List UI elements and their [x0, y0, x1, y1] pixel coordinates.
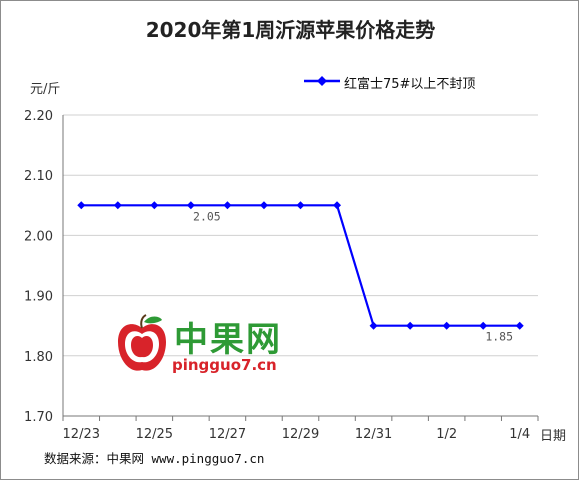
data-point: [223, 201, 232, 210]
x-tick-label: 12/27: [209, 427, 246, 442]
data-point: [369, 321, 378, 330]
data-point: [150, 201, 159, 210]
data-label: 2.05: [193, 209, 221, 223]
data-point: [406, 321, 415, 330]
data-point: [333, 201, 342, 210]
data-point: [479, 321, 488, 330]
data-point: [186, 201, 195, 210]
x-tick-label: 12/31: [355, 427, 392, 442]
legend-line-icon: [304, 76, 340, 86]
data-point: [442, 321, 451, 330]
apple-logo-icon: [118, 314, 166, 371]
source-note: 数据来源：中果网 www.pingguo7.cn: [44, 451, 265, 466]
x-tick-label: 12/23: [63, 427, 100, 442]
y-tick-label: 2.00: [24, 229, 53, 244]
data-point: [77, 201, 86, 210]
data-label: 1.85: [485, 330, 513, 344]
watermark-site: pingguo7.cn: [172, 356, 277, 374]
watermark-brand: 中果网: [174, 320, 282, 360]
x-tick-label: 12/29: [282, 427, 319, 442]
chart-title: 2020年第1周沂源苹果价格走势: [145, 18, 436, 42]
data-point: [515, 321, 524, 330]
series-line: [81, 204, 520, 327]
y-tick-label: 1.80: [24, 350, 53, 365]
x-tick-label: 1/4: [509, 427, 530, 442]
data-point: [296, 201, 305, 210]
y-tick-label: 2.20: [24, 109, 53, 124]
legend: 红富士75#以上不封顶: [302, 72, 475, 92]
y-axis-unit: 元/斤: [30, 82, 61, 97]
data-point: [113, 201, 122, 210]
y-tick-label: 1.70: [24, 410, 53, 425]
y-tick-label: 2.10: [24, 169, 53, 184]
x-tick-label: 1/2: [436, 427, 457, 442]
x-axis-unit: 日期: [540, 429, 567, 444]
watermark: 中果网 pingguo7.cn: [112, 312, 322, 382]
data-point: [259, 201, 268, 210]
x-tick-label: 12/25: [136, 427, 173, 442]
y-tick-label: 1.90: [24, 290, 53, 305]
legend-label: 红富士75#以上不封顶: [344, 77, 476, 92]
